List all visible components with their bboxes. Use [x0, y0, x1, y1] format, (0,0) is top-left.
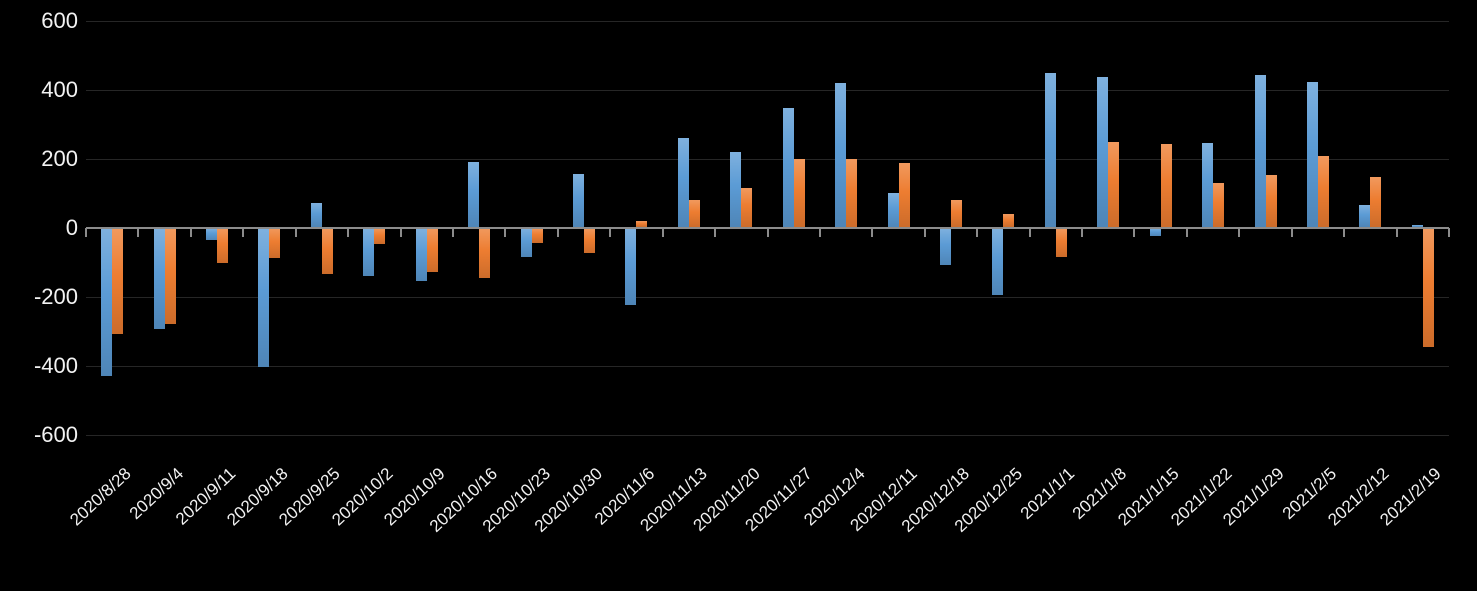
category-tick-mark: [1081, 227, 1084, 237]
bar-series-blue: [677, 137, 689, 228]
bar-series-orange: [950, 199, 962, 228]
category-tick-mark: [1238, 227, 1241, 237]
bar-series-blue: [1097, 77, 1109, 228]
bar-series-orange: [217, 227, 229, 264]
category-tick-mark: [609, 227, 612, 237]
category-tick-mark: [242, 227, 245, 237]
bar-series-orange: [1003, 213, 1015, 228]
category-tick-mark: [714, 227, 717, 237]
bar-series-blue: [153, 227, 165, 330]
bar-series-orange: [1265, 175, 1277, 228]
category-tick-mark: [1395, 227, 1398, 237]
bar-series-orange: [636, 220, 648, 228]
bar-series-blue: [1149, 227, 1161, 237]
bar-series-orange: [741, 188, 753, 228]
bar-series-orange: [1370, 176, 1382, 228]
bar-series-orange: [1213, 182, 1225, 228]
category-tick-mark: [347, 227, 350, 237]
category-tick-mark: [1185, 227, 1188, 237]
bar-series-orange: [531, 227, 543, 244]
y-axis-tick-label: 600: [41, 7, 78, 33]
y-axis-tick-label: -400: [33, 352, 78, 378]
bar-series-orange: [688, 199, 700, 228]
bar-series-blue: [101, 227, 113, 376]
category-tick-mark: [818, 227, 821, 237]
grid-line: [86, 434, 1449, 436]
category-tick-mark: [1448, 227, 1450, 237]
category-tick-mark: [1290, 227, 1293, 237]
bar-series-blue: [520, 227, 532, 257]
category-tick-mark: [294, 227, 297, 237]
category-tick-mark: [1028, 227, 1031, 237]
y-axis-tick-label: -200: [33, 283, 78, 309]
grid-line: [86, 158, 1449, 160]
bar-series-orange: [846, 158, 858, 228]
bar-series-orange: [479, 227, 491, 278]
y-axis-tick-label: 0: [65, 214, 78, 240]
bar-series-blue: [887, 193, 899, 228]
bar-series-orange: [584, 227, 596, 254]
grid-line: [86, 89, 1449, 91]
bar-series-orange: [164, 227, 176, 325]
bar-series-blue: [1359, 205, 1371, 228]
category-tick-mark: [556, 227, 559, 237]
category-tick-mark: [451, 227, 454, 237]
category-tick-mark: [1343, 227, 1346, 237]
bar-series-blue: [939, 227, 951, 266]
bar-series-blue: [1254, 75, 1266, 228]
category-tick-mark: [923, 227, 926, 237]
category-tick-mark: [1133, 227, 1136, 237]
bar-series-orange: [426, 227, 438, 272]
bar-series-blue: [1202, 142, 1214, 228]
bar-series-blue: [1044, 73, 1056, 228]
y-axis-tick-label: -600: [33, 421, 78, 447]
bar-series-orange: [1317, 156, 1329, 228]
grid-line: [86, 20, 1449, 22]
bar-series-blue: [730, 152, 742, 228]
bar-series-orange: [1055, 227, 1067, 258]
category-tick-mark: [661, 227, 664, 237]
category-tick-mark: [399, 227, 402, 237]
bar-series-orange: [1108, 141, 1120, 228]
category-tick-mark: [189, 227, 192, 237]
bar-series-blue: [782, 108, 794, 228]
category-tick-mark: [766, 227, 769, 237]
bar-series-orange: [112, 227, 124, 334]
y-axis-tick-label: 400: [41, 76, 78, 102]
bar-series-blue: [1411, 224, 1423, 228]
grid-line: [86, 365, 1449, 367]
bar-series-blue: [258, 227, 270, 368]
category-tick-mark: [976, 227, 979, 237]
category-tick-mark: [85, 227, 87, 237]
bar-series-orange: [269, 227, 281, 258]
x-axis-tick-label: 2021/1/1: [1016, 464, 1079, 524]
bar-series-orange: [1160, 144, 1172, 228]
bar-series-blue: [625, 227, 637, 306]
bar-series-orange: [898, 162, 910, 228]
bar-series-blue: [992, 227, 1004, 295]
bar-series-blue: [415, 227, 427, 281]
bar-series-orange: [1422, 227, 1434, 347]
bar-series-blue: [206, 227, 218, 240]
bar-series-blue: [468, 161, 480, 228]
bar-series-blue: [363, 227, 375, 276]
bar-series-blue: [573, 174, 585, 228]
bar-series-blue: [835, 82, 847, 228]
bar-series-orange: [374, 227, 386, 245]
bar-series-blue: [310, 203, 322, 228]
bar-series-orange: [321, 227, 333, 275]
grid-line: [86, 296, 1449, 298]
bar-series-blue: [1306, 82, 1318, 228]
category-tick-mark: [871, 227, 874, 237]
category-tick-mark: [137, 227, 140, 237]
category-tick-mark: [504, 227, 507, 237]
y-axis-tick-label: 200: [41, 145, 78, 171]
bar-series-orange: [793, 158, 805, 228]
x-axis-tick-label: 2020/8/28: [66, 464, 135, 530]
